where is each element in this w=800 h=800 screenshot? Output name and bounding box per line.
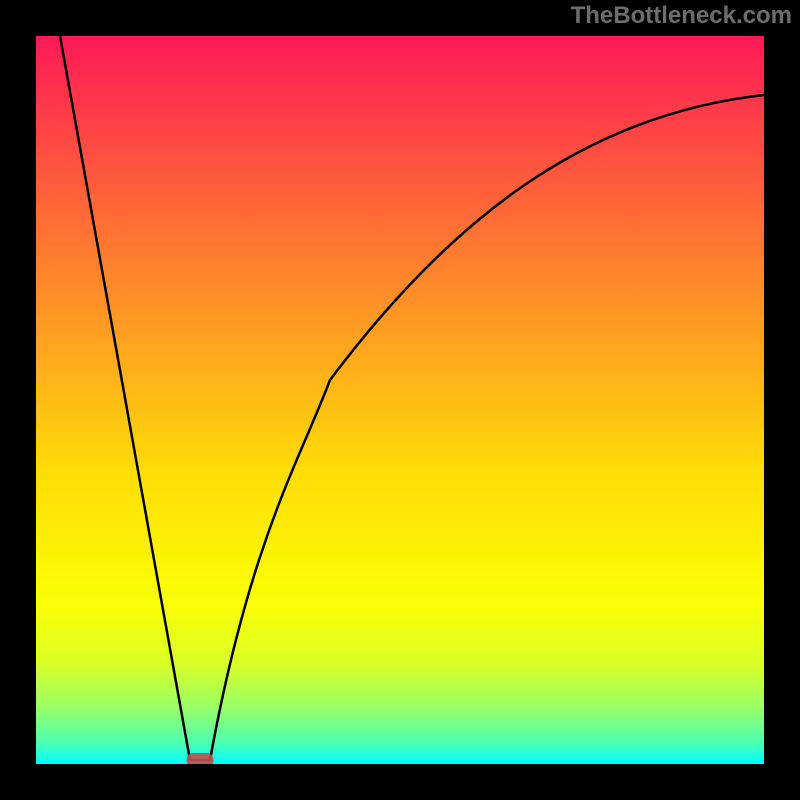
- bottleneck-chart-svg: [0, 0, 800, 800]
- watermark-label: TheBottleneck.com: [571, 2, 792, 30]
- chart-frame: TheBottleneck.com: [0, 0, 800, 800]
- plot-background: [36, 36, 764, 764]
